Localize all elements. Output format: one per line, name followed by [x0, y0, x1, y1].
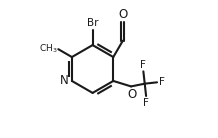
- Text: F: F: [159, 77, 165, 87]
- Text: N: N: [60, 75, 69, 87]
- Text: Br: Br: [87, 18, 98, 28]
- Text: F: F: [140, 60, 146, 70]
- Text: O: O: [127, 88, 136, 101]
- Text: CH$_3$: CH$_3$: [39, 43, 58, 55]
- Text: F: F: [143, 98, 149, 108]
- Text: O: O: [118, 8, 128, 21]
